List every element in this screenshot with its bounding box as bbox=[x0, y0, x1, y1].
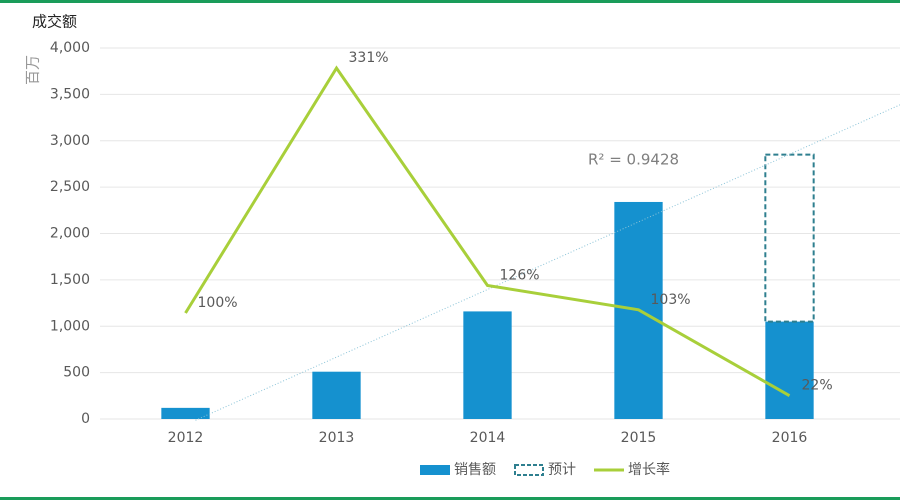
data-label: 126% bbox=[500, 267, 540, 283]
legend-label: 增长率 bbox=[628, 461, 670, 478]
y-tick-label: 3,000 bbox=[50, 133, 90, 149]
y-tick-label: 3,500 bbox=[50, 86, 90, 102]
chart-title: 成交额 bbox=[32, 13, 77, 31]
forecast-bar bbox=[764, 153, 815, 323]
y-tick-label: 1,000 bbox=[50, 318, 90, 334]
x-tick-label: 2015 bbox=[621, 430, 657, 446]
legend-swatch bbox=[420, 465, 450, 475]
bar bbox=[765, 321, 814, 419]
x-tick-label: 2016 bbox=[772, 430, 808, 446]
legend-label: 销售额 bbox=[454, 462, 496, 478]
y-tick-label: 2,500 bbox=[50, 179, 90, 195]
y-tick-label: 0 bbox=[81, 411, 90, 427]
legend-label: 预计 bbox=[548, 462, 576, 478]
y-tick-label: 1,500 bbox=[50, 272, 90, 288]
x-tick-label: 2012 bbox=[168, 430, 204, 446]
bar bbox=[161, 407, 210, 419]
bottom-border bbox=[0, 497, 900, 500]
y-tick-label: 4,000 bbox=[50, 40, 90, 56]
data-label: 100% bbox=[198, 295, 238, 311]
growth-line bbox=[184, 65, 791, 397]
y-tick-label: 2,000 bbox=[50, 226, 90, 242]
y-axis-title: 百万 bbox=[24, 55, 42, 85]
x-tick-label: 2013 bbox=[319, 430, 355, 446]
y-tick-label: 500 bbox=[63, 365, 90, 381]
data-label: 22% bbox=[802, 378, 833, 394]
x-tick-label: 2014 bbox=[470, 430, 506, 446]
top-border bbox=[0, 0, 900, 3]
legend-swatch bbox=[514, 464, 544, 476]
bar bbox=[312, 371, 361, 419]
data-label: 331% bbox=[349, 50, 389, 66]
bar bbox=[463, 311, 512, 419]
data-label: 103% bbox=[651, 292, 691, 308]
r-squared: R² = 0.9428 bbox=[588, 151, 679, 169]
